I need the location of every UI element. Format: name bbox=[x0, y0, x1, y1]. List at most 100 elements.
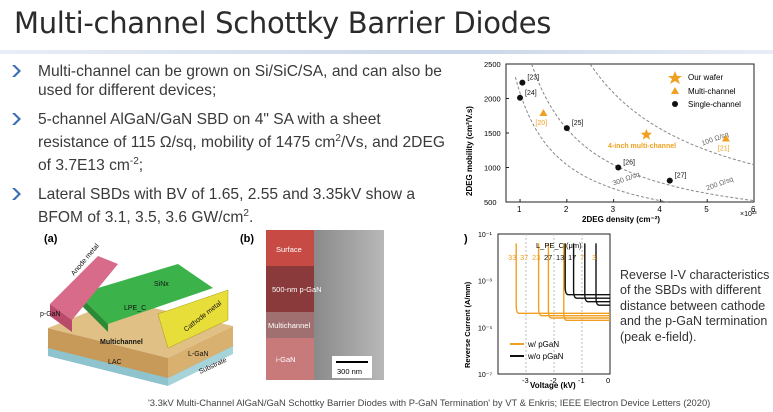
x-tick-label: 6 bbox=[751, 205, 756, 214]
x-tick-label: -2 bbox=[550, 376, 557, 385]
tem-layer-pgan: 500-nm p-GaN bbox=[272, 285, 322, 294]
x-tick-label: -3 bbox=[522, 376, 529, 385]
lac-label: LAC bbox=[108, 359, 122, 366]
star-marker-icon bbox=[668, 71, 682, 84]
sheet-resistance-curve bbox=[531, 64, 755, 202]
legend-label: Our wafer bbox=[688, 73, 723, 82]
legend-label: w/o pGaN bbox=[527, 352, 564, 361]
bullet-text: Lateral SBDs with BV of 1.65, 2.55 and 3… bbox=[38, 186, 416, 227]
bullet-item: Multi-channel can be grown on Si/SiC/SA,… bbox=[8, 62, 453, 100]
multichannel-label: Multichannel bbox=[100, 339, 143, 346]
lgan-label: L-GaN bbox=[188, 351, 209, 358]
figure-c-label: ) bbox=[464, 233, 468, 245]
sheet-resistance-curve bbox=[589, 63, 755, 166]
y-tick-label: 10⁻⁵ bbox=[478, 325, 492, 332]
x-tick-label: -1 bbox=[578, 376, 585, 385]
point-label: [20] bbox=[535, 120, 547, 127]
reverse-iv-chart: ) -3 -2 -1 0 10⁻¹ 10⁻³ 10⁻⁵ 10⁻⁷ Reverse Curren… bbox=[460, 228, 620, 394]
superscript: 2 bbox=[335, 133, 341, 144]
iv-curve bbox=[595, 243, 610, 306]
data-point-triangle bbox=[539, 108, 548, 116]
legend-value: 17 bbox=[568, 253, 576, 262]
iv-curve bbox=[572, 243, 610, 299]
y-tick-label: 1000 bbox=[484, 164, 501, 173]
x-axis-label: 2DEG density (cm⁻²) bbox=[582, 215, 660, 224]
data-point-triangle bbox=[721, 134, 730, 142]
citation-footer: '3.3kV Multi-Channel AlGaN/GaN Schottky … bbox=[148, 397, 711, 408]
legend-value: 13 bbox=[556, 253, 564, 262]
iv-curve bbox=[563, 243, 610, 322]
legend-label: Single-channel bbox=[688, 100, 741, 109]
data-point-circle bbox=[666, 177, 673, 184]
point-label: [27] bbox=[675, 173, 687, 180]
arrow-chevron-icon bbox=[12, 113, 21, 125]
x-tick-label: 1 bbox=[517, 205, 522, 214]
legend-label: w/ pGaN bbox=[527, 340, 559, 349]
bullet-text: ; bbox=[138, 157, 144, 175]
device-schematic: (a) Anode metal SiNx Cathode metal LPE_C… bbox=[40, 233, 234, 386]
y-tick-label: 2000 bbox=[484, 95, 501, 104]
x-tick-label: 5 bbox=[704, 205, 709, 214]
x-tick-label: 4 bbox=[657, 205, 662, 214]
point-label: [26] bbox=[623, 160, 635, 167]
bullet-text: . bbox=[248, 209, 254, 227]
figure-b-label: (b) bbox=[240, 233, 254, 245]
pgan-label: p-GaN bbox=[40, 311, 61, 318]
title-divider bbox=[0, 50, 773, 54]
data-point-circle bbox=[563, 125, 570, 132]
y-tick-label: 1500 bbox=[484, 129, 501, 138]
iv-curve bbox=[584, 243, 610, 303]
figure-caption: Reverse I-V characteristics of the SBDs … bbox=[620, 268, 770, 344]
point-label: [25] bbox=[572, 120, 584, 127]
x-tick-label: 2 bbox=[564, 205, 569, 214]
legend-label: Multi-channel bbox=[688, 87, 736, 96]
triangle-marker-icon bbox=[671, 87, 679, 94]
legend-value: 27 bbox=[544, 253, 552, 262]
arrow-chevron-icon bbox=[12, 65, 21, 77]
tem-image: (b) Surface 500-nm p-GaN Multichannel i-… bbox=[240, 230, 384, 380]
legend-value: 37 bbox=[520, 253, 528, 262]
tem-layer-surface: Surface bbox=[276, 245, 302, 254]
tem-layer-multichannel: Multichannel bbox=[268, 321, 310, 330]
legend-value: 3 bbox=[592, 253, 596, 262]
mobility-chart: 100 Ω/sq 200 Ω/sq 300 Ω/sq 1 2 3 4 5 6 500 1000 15… bbox=[460, 58, 770, 224]
iv-curve bbox=[564, 243, 610, 296]
bullet-list: Multi-channel can be grown on Si/SiC/SA,… bbox=[8, 62, 453, 238]
bullet-text: Multi-channel can be grown on Si/SiC/SA,… bbox=[38, 63, 442, 99]
legend-value: 23 bbox=[532, 253, 540, 262]
iv-curve bbox=[547, 243, 610, 319]
x-axis-label: Voltage (kV) bbox=[530, 381, 576, 390]
legend-value: 7 bbox=[580, 253, 584, 262]
superscript: 2 bbox=[243, 208, 249, 220]
y-tick-label: 10⁻⁷ bbox=[478, 372, 492, 379]
y-tick-label: 500 bbox=[484, 198, 497, 207]
legend-title: L_PE_C (μm) bbox=[536, 241, 582, 250]
data-point-star bbox=[640, 128, 653, 140]
bullet-item: 5-channel AlGaN/GaN SBD on 4" SA with a … bbox=[8, 110, 453, 175]
bullet-text: 5-channel AlGaN/GaN SBD on 4" SA with a … bbox=[38, 111, 381, 152]
iv-curve bbox=[515, 243, 610, 315]
point-label: [23] bbox=[527, 75, 539, 82]
legend: Our wafer Multi-channel Single-channel bbox=[668, 71, 741, 109]
circle-marker-icon bbox=[672, 101, 678, 107]
point-label: [21] bbox=[718, 146, 730, 153]
slide-title: Multi-channel Schottky Barrier Diodes bbox=[14, 6, 552, 40]
x-tick-label: 3 bbox=[611, 205, 616, 214]
figure-a-label: (a) bbox=[44, 233, 58, 245]
data-point-circle bbox=[615, 164, 622, 171]
device-schematic-figure: (a) Anode metal SiNx Cathode metal LPE_C… bbox=[38, 228, 238, 388]
iv-curve bbox=[537, 243, 610, 317]
data-point-circle bbox=[517, 94, 524, 101]
superscript: -2 bbox=[129, 156, 139, 168]
sinx-label: SiNx bbox=[154, 281, 169, 288]
scalebar-label: 300 nm bbox=[337, 367, 362, 376]
point-label: [24] bbox=[525, 90, 537, 97]
tem-layer-igan: i-GaN bbox=[276, 355, 296, 364]
bullet-item: Lateral SBDs with BV of 1.65, 2.55 and 3… bbox=[8, 185, 453, 227]
y-tick-label: 10⁻³ bbox=[478, 279, 492, 286]
y-tick-label: 2500 bbox=[484, 60, 501, 69]
lpe-c-label: LPE_C bbox=[124, 305, 146, 312]
reverse-iv-chart-svg: ) -3 -2 -1 0 10⁻¹ 10⁻³ 10⁻⁵ 10⁻⁷ Reverse Curren… bbox=[463, 232, 611, 390]
annotation: 4-inch multi-channel bbox=[608, 143, 676, 150]
